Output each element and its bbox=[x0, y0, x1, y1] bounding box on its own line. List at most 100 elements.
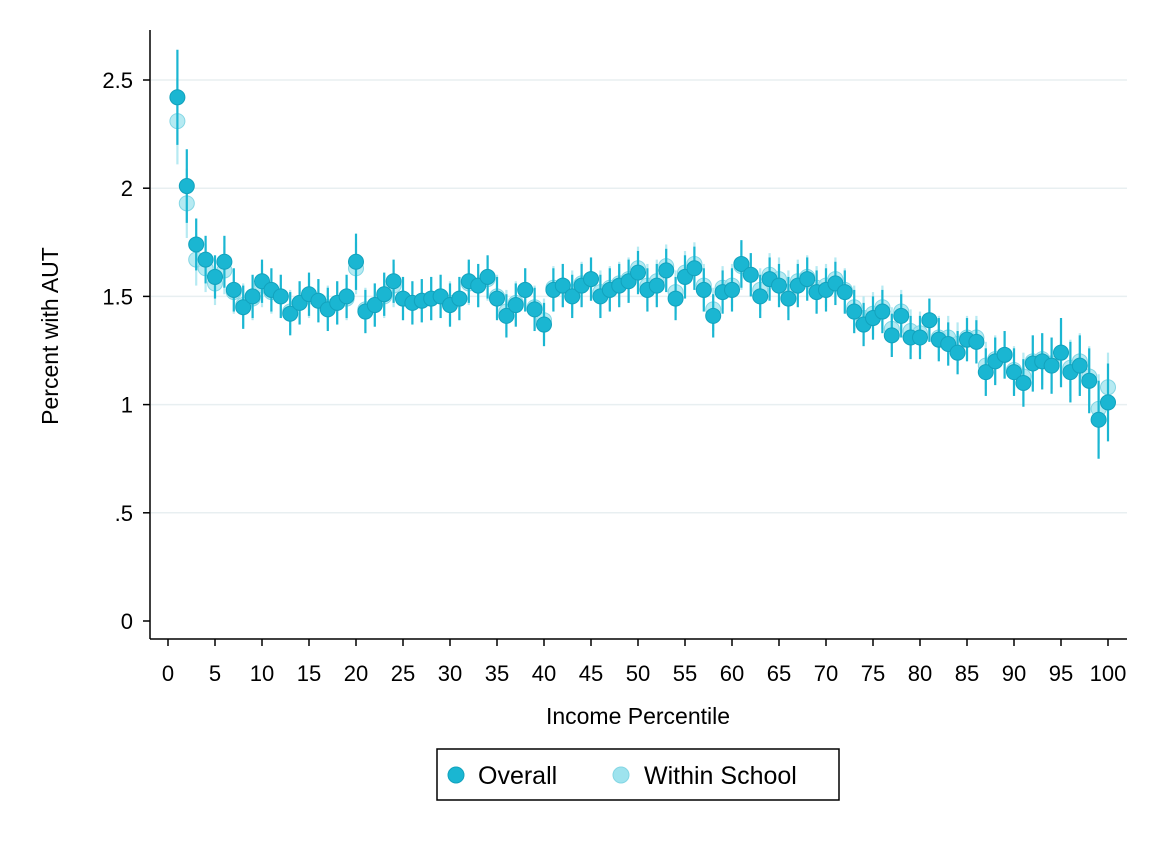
data-point bbox=[188, 236, 205, 253]
data-point bbox=[874, 303, 891, 320]
data-point bbox=[526, 301, 543, 318]
data-point bbox=[1006, 364, 1022, 381]
data-point bbox=[836, 284, 853, 301]
data-point bbox=[348, 253, 364, 270]
x-tick-label: 20 bbox=[344, 661, 368, 686]
data-point bbox=[282, 305, 299, 322]
x-tick-label: 25 bbox=[391, 661, 415, 686]
data-point bbox=[1090, 411, 1107, 428]
data-point bbox=[498, 307, 515, 324]
data-point bbox=[658, 262, 675, 279]
data-point bbox=[1043, 357, 1060, 374]
x-tick-label: 10 bbox=[250, 661, 274, 686]
x-tick-label: 100 bbox=[1090, 661, 1127, 686]
data-point bbox=[780, 290, 797, 307]
series-layer bbox=[169, 49, 1116, 459]
legend-label-overall: Overall bbox=[478, 762, 557, 790]
data-point bbox=[921, 312, 938, 329]
data-point bbox=[968, 333, 985, 350]
series-overall bbox=[169, 49, 1116, 459]
data-point bbox=[724, 281, 740, 298]
legend-marker-overall bbox=[447, 766, 465, 784]
data-point bbox=[1071, 357, 1088, 374]
data-point bbox=[225, 281, 242, 298]
data-point bbox=[1081, 372, 1098, 389]
x-tick-label: 35 bbox=[485, 661, 509, 686]
y-tick-label: 2.5 bbox=[102, 68, 133, 93]
x-tick-label: 30 bbox=[438, 661, 462, 686]
x-tick-label: 55 bbox=[673, 661, 697, 686]
data-point bbox=[752, 288, 769, 305]
x-tick-label: 70 bbox=[814, 661, 838, 686]
x-tick-label: 45 bbox=[579, 661, 603, 686]
x-tick-label: 5 bbox=[209, 661, 221, 686]
x-tick-label: 95 bbox=[1049, 661, 1073, 686]
x-tick-label: 40 bbox=[532, 661, 556, 686]
data-point bbox=[169, 89, 186, 106]
data-point bbox=[893, 307, 910, 324]
legend: Overall Within School bbox=[436, 748, 840, 801]
data-point bbox=[705, 307, 722, 324]
data-point bbox=[244, 288, 261, 305]
y-tick-label: 1 bbox=[121, 393, 133, 418]
data-point bbox=[366, 297, 383, 314]
data-point bbox=[216, 253, 233, 270]
data-point bbox=[1015, 374, 1032, 391]
data-point bbox=[648, 277, 665, 294]
legend-box bbox=[436, 748, 840, 801]
x-tick-label: 60 bbox=[720, 661, 744, 686]
x-tick-label: 0 bbox=[162, 661, 174, 686]
y-tick-label: .5 bbox=[115, 501, 133, 526]
data-point bbox=[733, 255, 750, 272]
data-point bbox=[376, 286, 393, 303]
x-axis-title: Income Percentile bbox=[546, 703, 730, 729]
legend-label-within-school: Within School bbox=[644, 762, 797, 790]
data-point bbox=[996, 346, 1013, 363]
data-point bbox=[949, 344, 966, 361]
y-tick-label: 0 bbox=[121, 609, 133, 634]
data-point bbox=[771, 277, 787, 294]
data-point bbox=[536, 316, 552, 333]
x-tick-label: 75 bbox=[861, 661, 885, 686]
data-point bbox=[385, 273, 402, 290]
data-point bbox=[630, 264, 646, 281]
y-tick-label: 2 bbox=[121, 176, 133, 201]
data-point bbox=[883, 327, 900, 344]
data-point bbox=[272, 288, 289, 305]
tick-labels: 0 .5 1 1.5 2 2.5 0 5 10 15 20 25 30 35 40 45 50 55 60 65 70 7… bbox=[102, 68, 1126, 686]
data-point bbox=[667, 290, 684, 307]
x-tick-label: 90 bbox=[1002, 661, 1026, 686]
data-point bbox=[207, 268, 223, 285]
data-point bbox=[489, 290, 505, 307]
y-tick-label: 1.5 bbox=[102, 284, 133, 309]
data-point bbox=[564, 288, 581, 305]
data-point bbox=[977, 364, 994, 381]
x-tick-label: 15 bbox=[297, 661, 321, 686]
data-point bbox=[235, 299, 252, 316]
data-point bbox=[1100, 394, 1116, 411]
data-point bbox=[583, 271, 599, 288]
data-point bbox=[1053, 344, 1069, 361]
data-point bbox=[742, 266, 759, 283]
data-point bbox=[554, 277, 571, 294]
legend-marker-within-school bbox=[612, 766, 630, 784]
data-point bbox=[178, 178, 195, 195]
x-tick-label: 65 bbox=[767, 661, 791, 686]
x-tick-label: 50 bbox=[626, 661, 650, 686]
data-point bbox=[451, 290, 468, 307]
data-point bbox=[695, 281, 712, 298]
data-point bbox=[507, 297, 524, 314]
data-point bbox=[912, 329, 928, 346]
x-tick-label: 80 bbox=[908, 661, 932, 686]
data-point bbox=[197, 251, 214, 268]
data-point bbox=[799, 271, 816, 288]
x-tick-label: 85 bbox=[955, 661, 979, 686]
data-point bbox=[479, 268, 496, 285]
data-point bbox=[846, 303, 863, 320]
y-axis-title: Percent with AUT bbox=[37, 247, 63, 425]
data-point bbox=[517, 281, 534, 298]
data-point bbox=[338, 288, 355, 305]
